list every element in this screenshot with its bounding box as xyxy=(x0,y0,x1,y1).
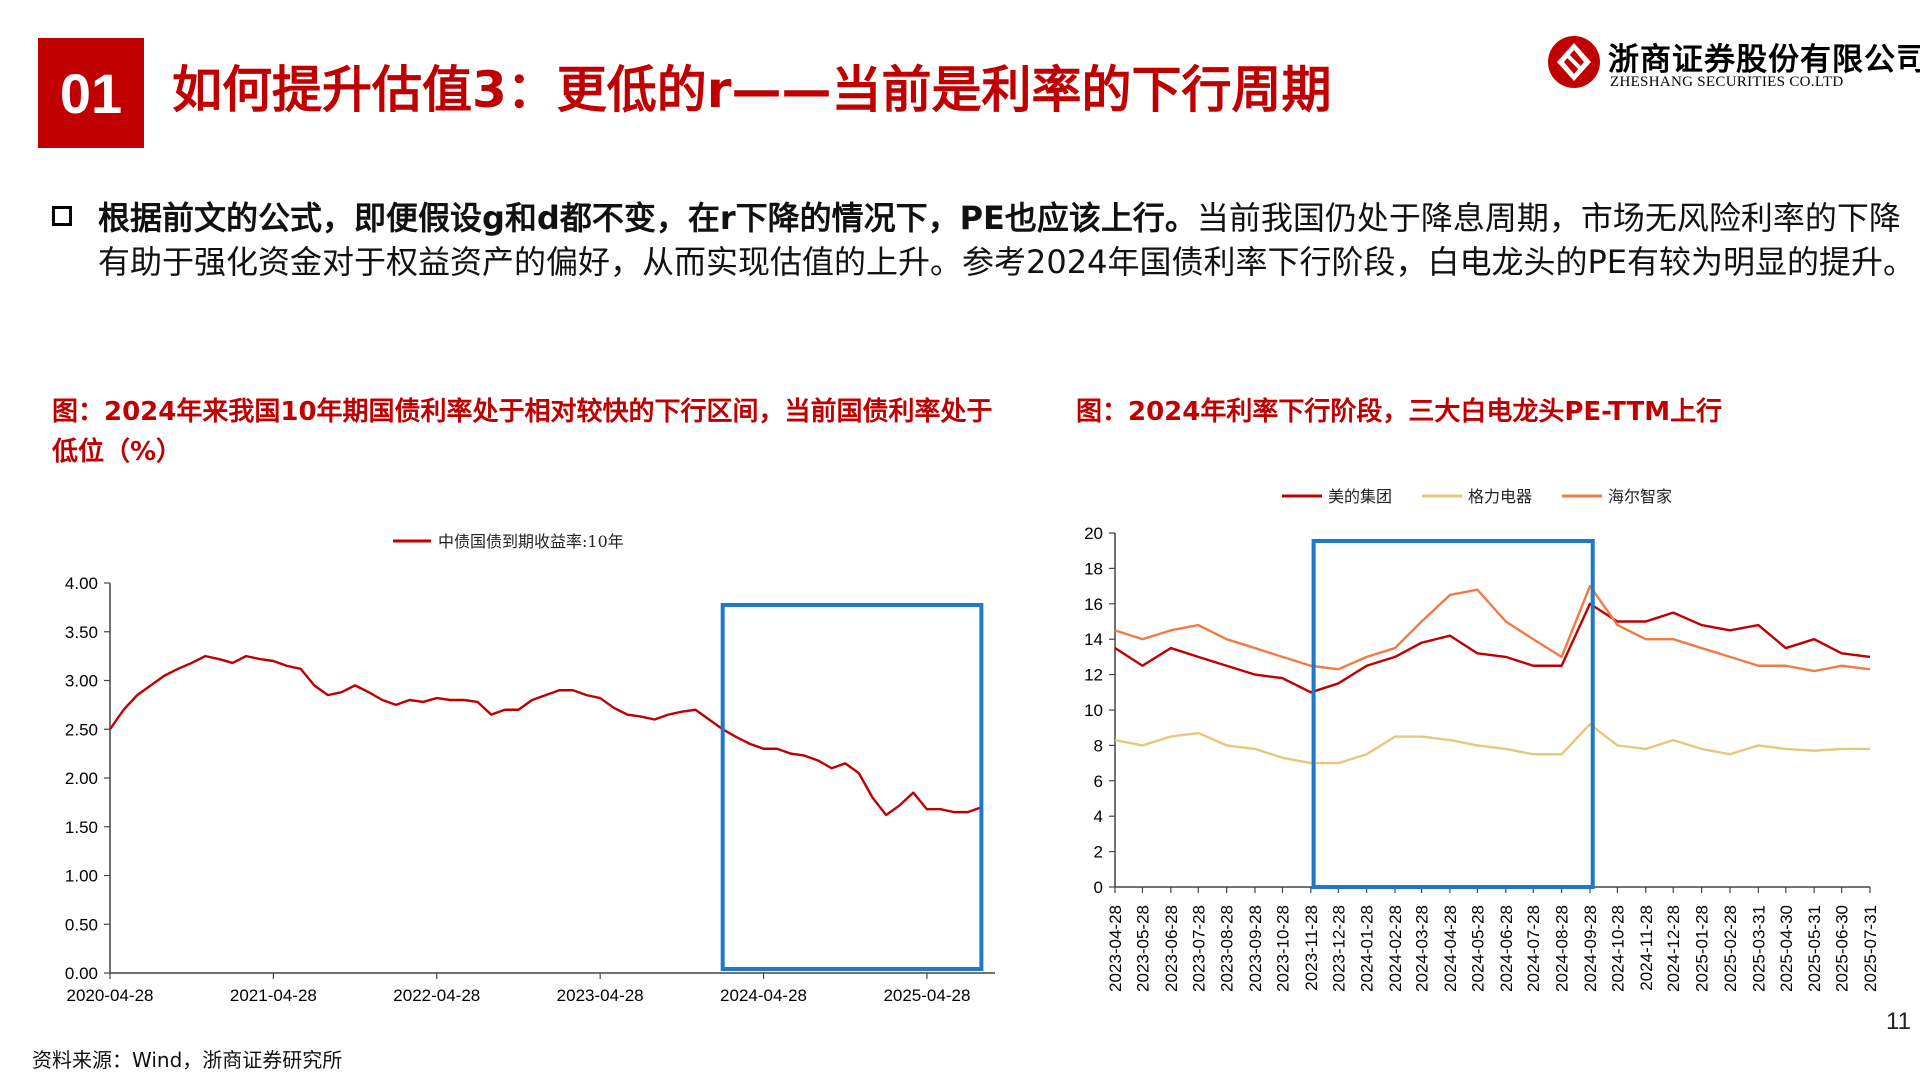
chart1-legend-label: 中债国债到期收益率:10年 xyxy=(438,532,624,551)
chart1-y-tick-label: 4.00 xyxy=(65,574,98,593)
chart2-x-tick-label: 2023-08-28 xyxy=(1218,905,1237,992)
chart1-x-tick-label: 2024-04-28 xyxy=(720,986,807,1005)
chart2-x-tick-label: 2025-04-30 xyxy=(1777,905,1796,992)
chart1-x-tick-label: 2022-04-28 xyxy=(393,986,480,1005)
chart2-y-tick-label: 6 xyxy=(1094,772,1103,791)
chart2-x-tick-label: 2025-01-28 xyxy=(1693,905,1712,992)
chart2-y-tick-label: 18 xyxy=(1084,559,1103,578)
chart2-x-tick-label: 2024-06-28 xyxy=(1497,905,1516,992)
slide-title: 如何提升估值3：更低的r——当前是利率的下行周期 xyxy=(172,61,1332,119)
chart2-x-tick-label: 2025-07-31 xyxy=(1861,905,1880,992)
chart1-highlight-box xyxy=(720,603,984,971)
chart2-series-line-gree xyxy=(1114,722,1870,765)
bullet-body-text: 当前我国仍处于降息周期，市场无风险利率的下降有助于强化资金对于权益资产的偏好，从… xyxy=(98,199,1915,281)
chart1-series-line-bond-yield xyxy=(109,654,982,817)
chart2-y-tick-label: 2 xyxy=(1094,843,1103,862)
section-number: 01 xyxy=(38,38,144,148)
chart2-x-tick-label: 2023-10-28 xyxy=(1273,905,1292,992)
chart1-x-tick-label: 2021-04-28 xyxy=(230,986,317,1005)
chart2-x-tick-label: 2023-09-28 xyxy=(1246,905,1265,992)
chart1-y-tick-label: 1.50 xyxy=(65,818,98,837)
chart2-y-tick-label: 16 xyxy=(1084,595,1103,614)
chart2-x-tick-label: 2024-04-28 xyxy=(1441,905,1460,992)
chart1-y-tick-label: 2.00 xyxy=(65,769,98,788)
chart1-x-tick-label: 2025-04-28 xyxy=(883,986,970,1005)
square-bullet-icon xyxy=(52,206,72,226)
bullet-text: 根据前文的公式，即便假设g和d都不变，在r下降的情况下，PE也应该上行。当前我国… xyxy=(98,196,1920,284)
chart2-y-tick-label: 8 xyxy=(1094,736,1103,755)
chart2-x-tick-label: 2024-07-28 xyxy=(1524,905,1543,992)
chart2-x-tick-label: 2023-05-28 xyxy=(1133,905,1152,992)
chart2-x-tick-label: 2024-05-28 xyxy=(1468,905,1487,992)
chart1-y-tick-label: 1.00 xyxy=(65,867,98,886)
chart2-x-tick-label: 2023-04-28 xyxy=(1106,905,1125,992)
chart2-highlight-box xyxy=(1311,539,1595,889)
chart2-x-tick-label: 2024-08-28 xyxy=(1553,905,1572,992)
chart2-x-tick-label: 2023-07-28 xyxy=(1189,905,1208,992)
chart2-x-tick-label: 2025-06-30 xyxy=(1833,905,1852,992)
chart2-series-line-midea xyxy=(1114,602,1871,694)
chart2-y-tick-label: 14 xyxy=(1084,630,1103,649)
chart1-x-tick-label: 2023-04-28 xyxy=(557,986,644,1005)
chart1-y-tick-label: 2.50 xyxy=(65,720,98,739)
chart2-y-tick-label: 20 xyxy=(1084,524,1103,543)
chart1-y-tick-label: 3.00 xyxy=(65,672,98,691)
chart2-x-tick-label: 2025-02-28 xyxy=(1721,905,1740,992)
chart2-x-tick-label: 2024-03-28 xyxy=(1413,905,1432,992)
chart2-y-tick-label: 10 xyxy=(1084,701,1103,720)
page-number: 11 xyxy=(1886,1008,1911,1035)
source-note: 资料来源：Wind，浙商证券研究所 xyxy=(32,1048,343,1072)
company-logo: 浙商证券股份有限公司 ZHESHANG SECURITIES CO.LTD xyxy=(1546,30,1920,100)
chart2-x-tick-label: 2023-12-28 xyxy=(1329,905,1348,992)
chart2-x-tick-label: 2023-06-28 xyxy=(1162,905,1181,992)
chart1-x-tick-label: 2020-04-28 xyxy=(67,986,154,1005)
chart2-x-tick-label: 2024-11-28 xyxy=(1637,905,1656,991)
chart2-title: 图：2024年利率下行阶段，三大白电龙头PE-TTM上行 xyxy=(1076,397,1723,427)
logo-company-name-cn: 浙商证券股份有限公司 xyxy=(1608,42,1920,78)
logo-company-name-en: ZHESHANG SECURITIES CO.LTD xyxy=(1610,74,1844,90)
chart2-legend-label-gree: 格力电器 xyxy=(1468,487,1532,506)
chart2-x-tick-label: 2025-03-31 xyxy=(1749,905,1768,992)
chart1-y-tick-label: 0.50 xyxy=(65,915,98,934)
chart2-x-tick-label: 2024-10-28 xyxy=(1608,905,1627,992)
chart2-y-tick-label: 0 xyxy=(1094,878,1103,897)
chart2-series-line-haier xyxy=(1114,584,1871,673)
chart2-x-tick-label: 2024-12-28 xyxy=(1664,905,1683,992)
chart2-legend-label-haier: 海尔智家 xyxy=(1608,487,1672,506)
chart2-x-tick-label: 2025-05-31 xyxy=(1805,905,1824,992)
chart2-legend-label-midea: 美的集团 xyxy=(1328,487,1392,506)
chart2-y-tick-label: 4 xyxy=(1094,807,1103,826)
chart1-title: 图：2024年来我国10年期国债利率处于相对较快的下行区间，当前国债利率处于低位… xyxy=(52,397,993,467)
bullet-bold-text: 根据前文的公式，即便假设g和d都不变，在r下降的情况下，PE也应该上行。 xyxy=(98,199,1197,237)
chart2-x-tick-label: 2024-09-28 xyxy=(1581,905,1600,992)
chart2-y-tick-label: 12 xyxy=(1084,666,1103,685)
chart2-x-tick-label: 2024-01-28 xyxy=(1358,905,1377,992)
chart1-y-tick-label: 3.50 xyxy=(65,623,98,642)
chart2-x-tick-label: 2024-02-28 xyxy=(1386,905,1405,992)
chart1-y-tick-label: 0.00 xyxy=(65,964,98,983)
zheshang-logo-icon xyxy=(1548,36,1600,88)
chart2-x-tick-label: 2023-11-28 xyxy=(1302,905,1321,991)
